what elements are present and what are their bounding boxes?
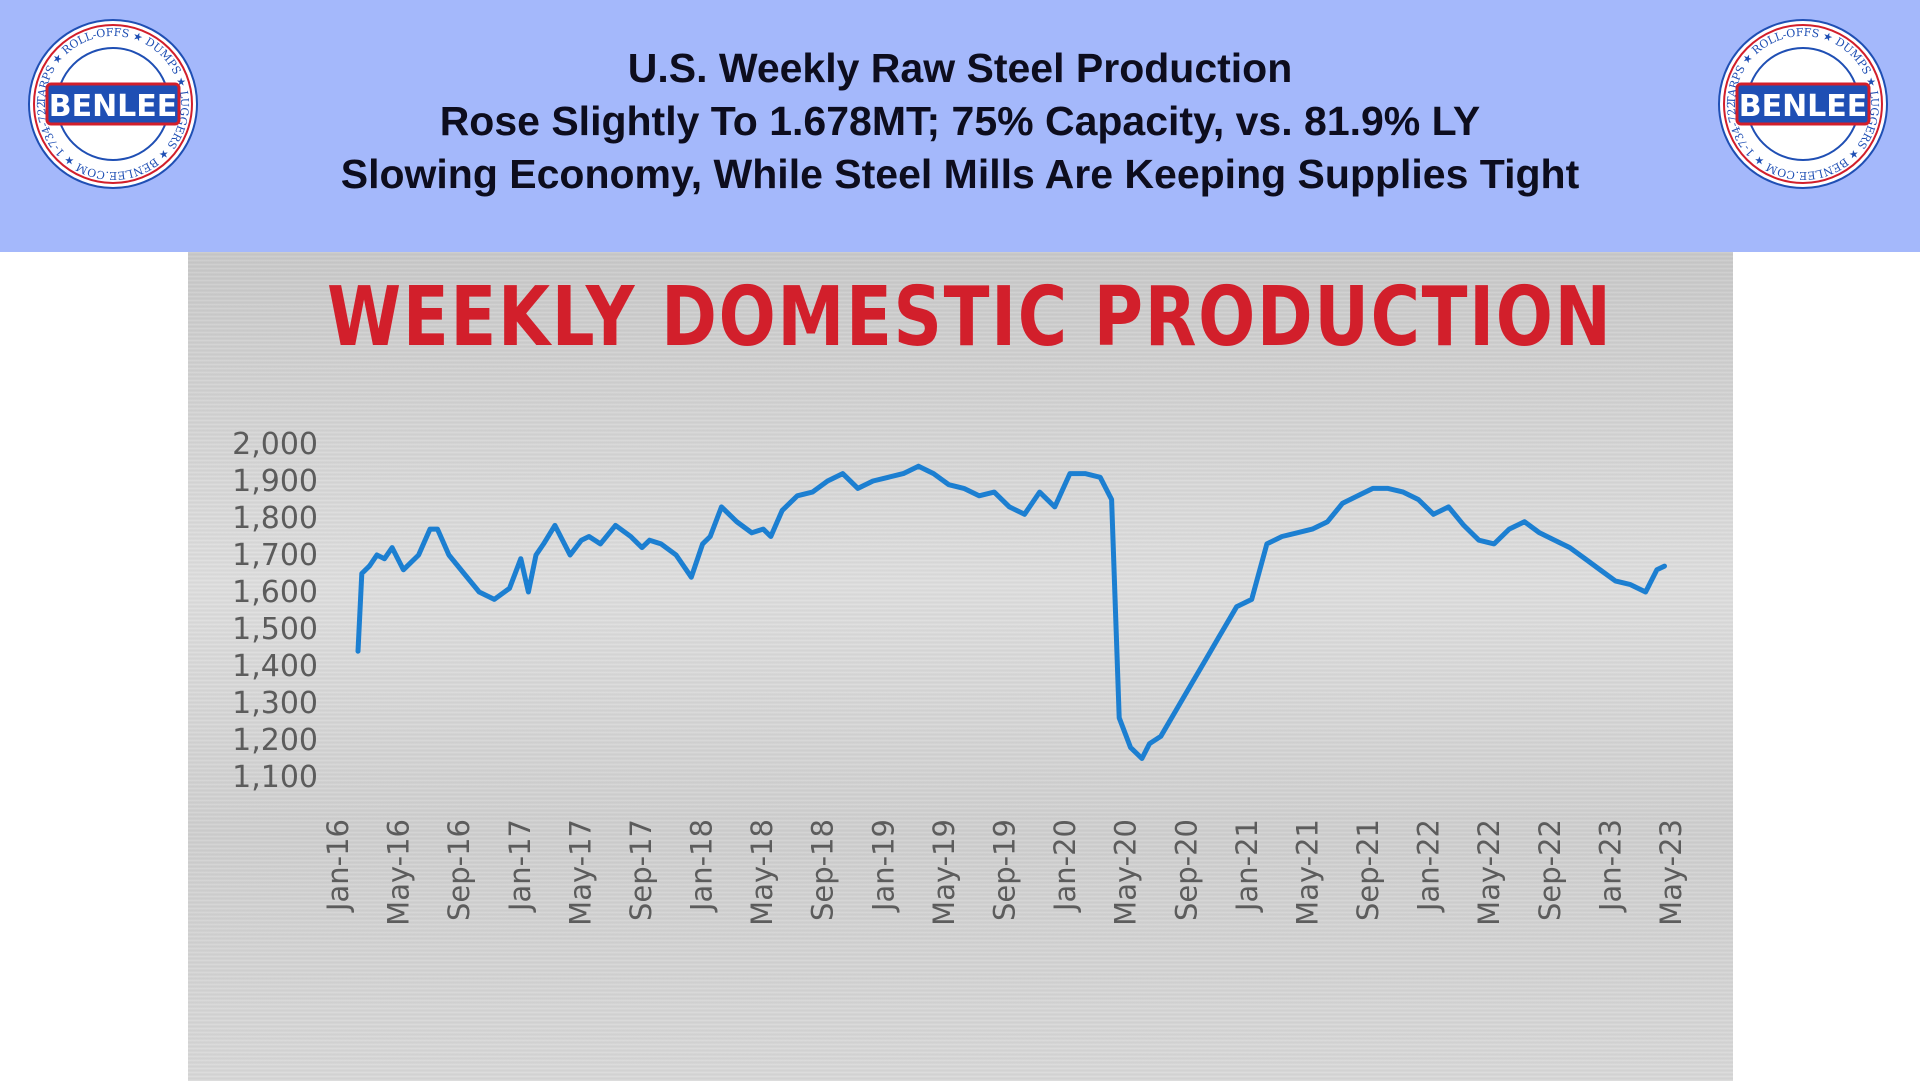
header-banner: U.S. Weekly Raw Steel Production Rose Sl… — [0, 0, 1920, 252]
x-tick-label: Jan-21 — [1230, 819, 1264, 913]
x-tick-label: Jan-18 — [685, 819, 719, 913]
x-tick-label: May-22 — [1472, 819, 1506, 926]
chart-panel: WEEKLY DOMESTIC PRODUCTION 2,000 1,900 1,8… — [188, 252, 1733, 1081]
y-tick-label: 2,000 — [232, 427, 318, 462]
headline: U.S. Weekly Raw Steel Production Rose Sl… — [240, 42, 1680, 201]
x-tick-label: Jan-22 — [1412, 819, 1446, 913]
headline-line-3: Slowing Economy, While Steel Mills Are K… — [340, 151, 1580, 197]
x-tick-label: Sep-20 — [1169, 819, 1203, 921]
y-tick-label: 1,400 — [232, 649, 318, 684]
x-tick-label: Jan-17 — [503, 819, 537, 913]
line-chart: 2,0001,9001,8001,7001,6001,5001,4001,300… — [232, 427, 1688, 926]
logo-wordmark: BENLEE — [49, 89, 178, 124]
x-tick-label: May-16 — [382, 819, 416, 926]
x-tick-label: Jan-19 — [866, 819, 900, 913]
x-tick-label: May-19 — [927, 819, 961, 926]
x-tick-label: Sep-22 — [1533, 819, 1567, 921]
x-tick-label: May-20 — [1109, 819, 1143, 926]
x-tick-label: Sep-17 — [624, 819, 658, 921]
y-tick-label: 1,100 — [232, 760, 318, 795]
y-tick-label: 1,500 — [232, 612, 318, 647]
benlee-logo-left: TARPS ★ ROLL-OFFS ★ DUMPS ★ LUGGERS ★ BE… — [27, 18, 198, 189]
y-tick-label: 1,900 — [232, 464, 318, 499]
x-tick-label: Sep-19 — [988, 819, 1022, 921]
y-tick-label: 1,600 — [232, 575, 318, 610]
x-tick-label: Sep-16 — [442, 819, 476, 921]
x-tick-label: Jan-16 — [321, 819, 355, 913]
production-series-line — [355, 463, 1667, 761]
x-tick-label: May-23 — [1654, 819, 1688, 926]
benlee-logo-right: TARPS ★ ROLL-OFFS ★ DUMPS ★ LUGGERS ★ BE… — [1717, 18, 1888, 189]
x-tick-label: Jan-20 — [1048, 819, 1082, 913]
x-tick-label: Sep-21 — [1351, 819, 1385, 921]
y-tick-label: 1,300 — [232, 686, 318, 721]
y-tick-label: 1,700 — [232, 538, 318, 573]
x-tick-label: May-17 — [563, 819, 597, 926]
y-tick-label: 1,800 — [232, 501, 318, 536]
headline-line-2: Rose Slightly To 1.678MT; 75% Capacity, … — [439, 98, 1481, 144]
logo-wordmark: BENLEE — [1739, 89, 1868, 124]
x-tick-label: Jan-23 — [1593, 819, 1627, 913]
chart-title: WEEKLY DOMESTIC PRODUCTION — [327, 270, 1613, 365]
headline-line-1: U.S. Weekly Raw Steel Production — [627, 45, 1293, 91]
y-tick-label: 1,200 — [232, 723, 318, 758]
x-tick-label: May-21 — [1290, 819, 1324, 926]
x-tick-label: May-18 — [745, 819, 779, 926]
x-tick-label: Sep-18 — [806, 819, 840, 921]
